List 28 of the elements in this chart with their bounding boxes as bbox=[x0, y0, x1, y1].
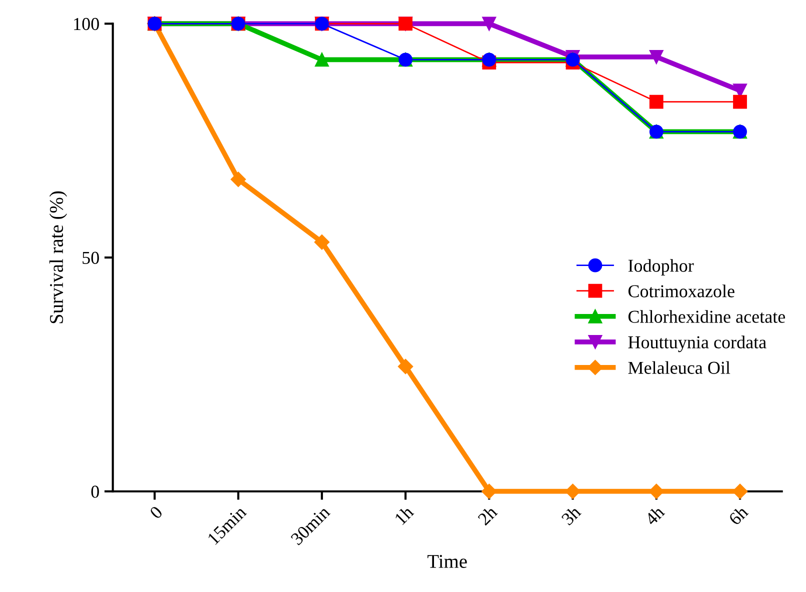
x-tick-label: 4h bbox=[644, 504, 666, 526]
point bbox=[230, 172, 246, 187]
point bbox=[482, 484, 497, 499]
point bbox=[649, 94, 664, 109]
y-tick-label: 100 bbox=[74, 18, 99, 30]
point bbox=[314, 234, 330, 250]
point bbox=[732, 484, 748, 499]
legend-label: Cotrimoxazole bbox=[628, 284, 734, 298]
point bbox=[565, 484, 580, 499]
y-axis-title: Survival rate (%) bbox=[49, 191, 68, 324]
x-tick-label: 3h bbox=[560, 504, 582, 526]
x-axis-title: Time bbox=[428, 554, 467, 568]
x-tick-label: 0 bbox=[149, 505, 164, 520]
point bbox=[314, 52, 329, 67]
point bbox=[649, 50, 664, 64]
y-tick-label: 0 bbox=[91, 486, 99, 498]
point bbox=[733, 94, 747, 109]
legend-label: Iodophor bbox=[628, 259, 694, 276]
point bbox=[648, 484, 664, 499]
point bbox=[398, 358, 414, 374]
legend-label: Houttuynia cordata bbox=[628, 336, 766, 352]
legend-label: Chlorhexidine acetate bbox=[628, 310, 786, 323]
point bbox=[482, 16, 496, 31]
y-tick-label: 50 bbox=[82, 252, 99, 264]
legend-label: Melaleuca Oil bbox=[628, 361, 730, 374]
x-tick-label: 1h bbox=[394, 504, 414, 526]
x-tick-label: 2h bbox=[476, 504, 498, 526]
x-tick-label: 6h bbox=[728, 504, 749, 526]
